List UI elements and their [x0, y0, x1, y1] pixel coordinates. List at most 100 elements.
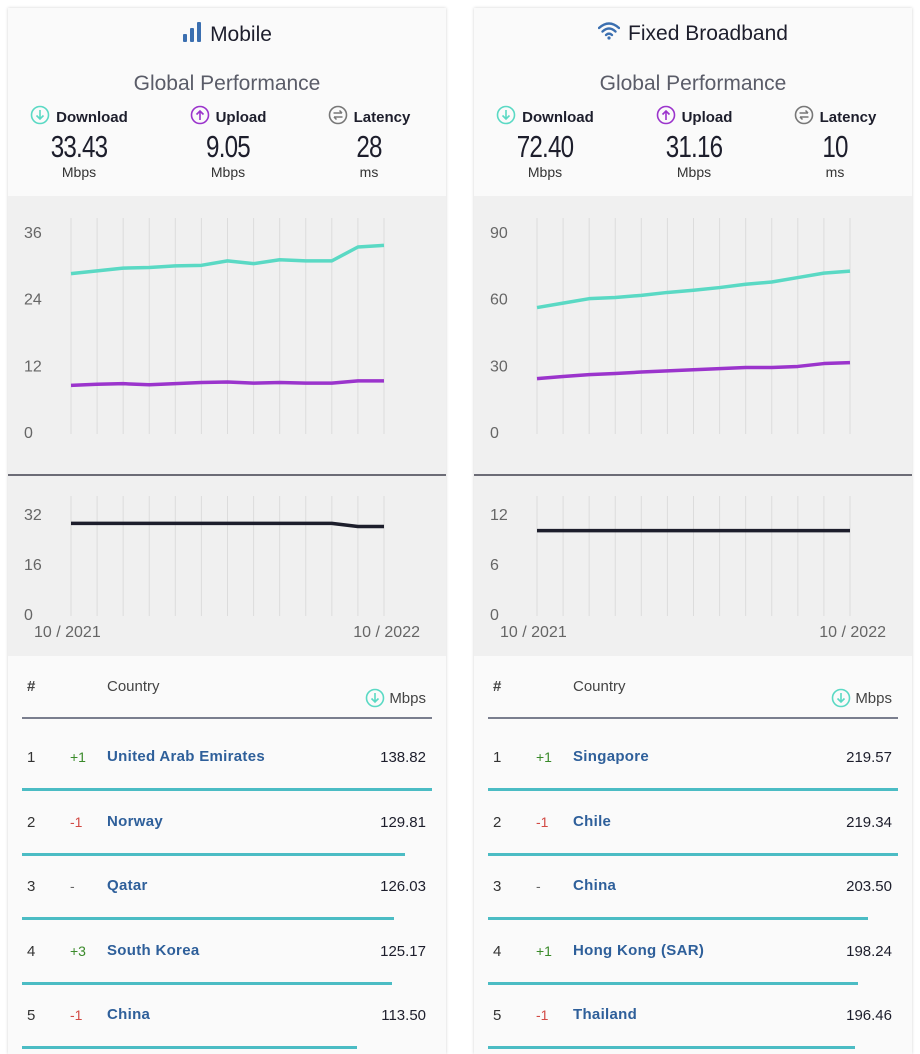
download-arrow-icon — [831, 688, 851, 708]
panel-header: Mobile Global Performance Download 33.43 Mbp… — [8, 8, 446, 196]
speed-bar — [22, 788, 432, 791]
table-row[interactable]: 4 +3 South Korea 125.17 — [22, 921, 432, 985]
rank-column-header: # — [493, 678, 502, 695]
latency-icon — [328, 105, 354, 129]
metric-value: 28 — [356, 129, 382, 164]
rank-change: -1 — [70, 813, 83, 830]
y-tick-label: 12 — [24, 358, 42, 375]
wifi-icon — [597, 22, 628, 46]
speed-bar — [22, 981, 392, 985]
section-subtitle: Global Performance — [133, 72, 321, 95]
metric-label: Latency — [353, 108, 411, 126]
metric-value: 10 — [822, 129, 848, 164]
speed-value: 125.17 — [380, 942, 426, 960]
header-divider — [22, 717, 432, 719]
download-arrow-icon — [365, 688, 385, 708]
table-row[interactable]: 2 -1 Norway 129.81 — [22, 792, 432, 856]
panel-title: Mobile — [8, 22, 446, 48]
latency-tick-label: 6 — [490, 557, 499, 574]
panel-title: Fixed Broadband — [474, 22, 912, 46]
panel-header: Fixed Broadband Global Performance Downloa… — [474, 8, 912, 196]
speed-value: 198.24 — [846, 942, 892, 960]
speed-bar — [488, 788, 898, 791]
speed-bar — [488, 917, 869, 920]
rank-value: 3 — [27, 878, 36, 895]
download-series-line — [70, 243, 385, 276]
performance-chart: 36 24 12 0 32 16 0 10 / 2021 10 / 2022 — [8, 196, 446, 656]
rank-change: +1 — [536, 749, 552, 765]
country-link[interactable]: Hong Kong (SAR) — [573, 941, 705, 959]
speed-value: 203.50 — [846, 878, 892, 895]
table-row[interactable]: 2 -1 Chile 219.34 — [488, 792, 898, 856]
metric-label: Upload — [681, 108, 733, 126]
table-row[interactable]: 1 +1 United Arab Emirates 138.82 — [22, 727, 432, 791]
metric-unit: ms — [359, 164, 379, 180]
upload-arrow-icon — [190, 105, 216, 129]
metric-unit: Mbps — [61, 164, 97, 180]
metric-value: 31.16 — [665, 129, 723, 164]
country-link[interactable]: China — [107, 1006, 151, 1023]
rank-value: 4 — [27, 942, 36, 960]
rank-value: 1 — [27, 749, 36, 766]
upload-arrow-icon — [656, 105, 682, 129]
rank-change: - — [536, 878, 541, 894]
speed-bar — [22, 1046, 358, 1049]
speed-value: 138.82 — [380, 749, 426, 766]
speed-value: 129.81 — [380, 813, 426, 831]
speed-bar — [22, 917, 395, 920]
speed-column-header[interactable]: Mbps — [831, 688, 892, 708]
country-link[interactable]: China — [573, 877, 617, 894]
y-tick-label: 60 — [490, 292, 508, 309]
country-link[interactable]: Norway — [107, 812, 163, 830]
speed-value: 219.57 — [846, 749, 892, 766]
download-series-line — [536, 269, 851, 310]
mobile-panel: Mobile Global Performance Download 33.43 Mbp… — [8, 8, 446, 1054]
metric-value: 9.05 — [206, 129, 251, 164]
metric-unit: Mbps — [676, 164, 712, 180]
rank-change: -1 — [70, 1007, 83, 1023]
country-link[interactable]: Chile — [573, 812, 612, 830]
metric-unit: Mbps — [210, 164, 246, 180]
metric-label: Download — [522, 108, 594, 126]
rank-change: - — [70, 878, 75, 894]
y-tick-label: 24 — [24, 292, 42, 309]
speed-column-label: Mbps — [389, 689, 426, 707]
latency-tick-label: 12 — [490, 507, 508, 524]
metric-unit: ms — [825, 164, 845, 180]
download-arrow-icon — [496, 105, 522, 129]
table-row[interactable]: 5 -1 Thailand 196.46 — [488, 985, 898, 1049]
speed-bar — [22, 852, 406, 856]
metric-label: Upload — [215, 108, 267, 126]
panel-title-label: Mobile — [210, 23, 272, 46]
metric-label: Latency — [819, 108, 877, 126]
country-link[interactable]: Singapore — [573, 748, 650, 765]
country-column-header: Country — [573, 678, 626, 695]
rank-value: 2 — [27, 813, 36, 831]
speed-value: 196.46 — [846, 1007, 892, 1024]
x-axis-end-label: 10 / 2022 — [819, 624, 886, 641]
table-row[interactable]: 5 -1 China 113.50 — [22, 985, 432, 1049]
rank-change: -1 — [536, 1007, 549, 1023]
latency-series-line — [71, 521, 384, 529]
upload-series-line — [536, 360, 851, 381]
speed-column-header[interactable]: Mbps — [365, 688, 426, 708]
table-row[interactable]: 4 +1 Hong Kong (SAR) 198.24 — [488, 921, 898, 985]
metric-unit: Mbps — [527, 164, 563, 180]
speed-value: 219.34 — [846, 813, 892, 831]
table-row[interactable]: 3 - Qatar 126.03 — [22, 856, 432, 920]
latency-icon — [794, 105, 820, 129]
country-link[interactable]: South Korea — [107, 941, 200, 959]
country-link[interactable]: Thailand — [573, 1006, 638, 1023]
rank-change: +3 — [70, 942, 86, 959]
table-row[interactable]: 1 +1 Singapore 219.57 — [488, 727, 898, 791]
y-tick-label: 30 — [490, 358, 508, 375]
metric-download: Download 33.43 Mbps — [24, 105, 134, 180]
panel-title-label: Fixed Broadband — [628, 22, 788, 45]
country-link[interactable]: Qatar — [107, 877, 148, 894]
table-row[interactable]: 3 - China 203.50 — [488, 856, 898, 920]
rank-change: -1 — [536, 813, 549, 830]
country-link[interactable]: United Arab Emirates — [107, 748, 265, 765]
signal-bars-icon — [182, 22, 210, 48]
